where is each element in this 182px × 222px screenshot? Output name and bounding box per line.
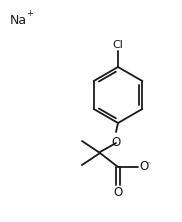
Text: Cl: Cl	[112, 40, 123, 50]
Text: Na: Na	[10, 14, 27, 27]
Text: ⁻: ⁻	[145, 159, 150, 168]
Text: O: O	[139, 161, 148, 174]
Text: O: O	[113, 186, 123, 199]
Text: O: O	[111, 136, 121, 149]
Text: +: +	[26, 9, 33, 18]
